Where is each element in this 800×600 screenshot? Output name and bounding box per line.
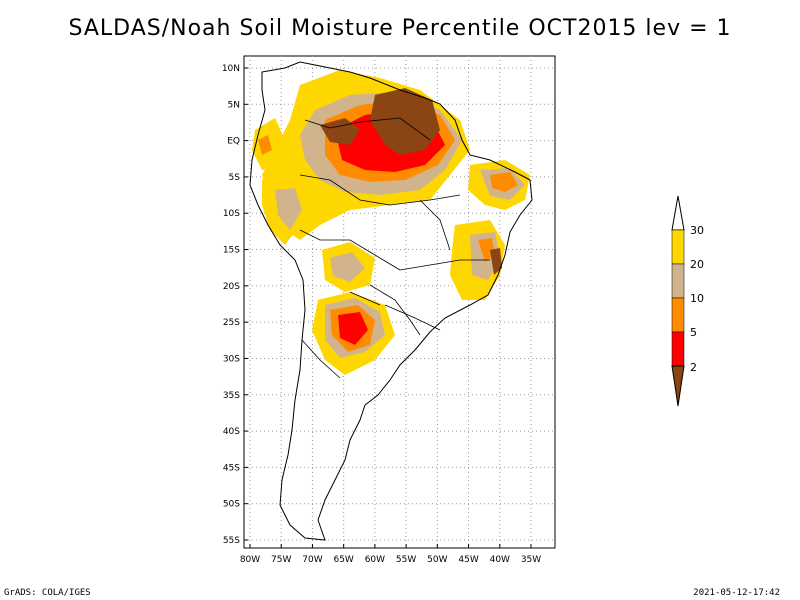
lon-label-40W: 40W bbox=[490, 555, 510, 565]
shade-brown-north-2 bbox=[320, 118, 360, 145]
footer-credit: GrADS: COLA/IGES bbox=[4, 588, 91, 598]
colorbar: 30 20 10 5 2 bbox=[671, 195, 704, 407]
lat-label-10S: 10S bbox=[223, 209, 240, 219]
colorbar-box-red bbox=[671, 331, 685, 367]
colorbar-label-2: 2 bbox=[690, 361, 697, 374]
shade-ne-orange bbox=[490, 172, 518, 192]
lon-label-45W: 45W bbox=[458, 555, 478, 565]
lon-label-55W: 55W bbox=[396, 555, 416, 565]
lat-label-10N: 10N bbox=[222, 64, 240, 74]
lon-label-80W: 80W bbox=[240, 555, 260, 565]
lon-label-65W: 65W bbox=[333, 555, 353, 565]
south-america-outline bbox=[249, 61, 533, 541]
chart-title: SALDAS/Noah Soil Moisture Percentile OCT… bbox=[68, 16, 732, 41]
longitude-labels: 80W 75W 70W 65W 60W 55W 50W 45W 40W 35W bbox=[240, 544, 541, 565]
shade-east-brown bbox=[490, 248, 502, 275]
colorbar-label-10: 10 bbox=[690, 292, 704, 305]
lat-label-5N: 5N bbox=[228, 100, 240, 110]
lat-label-5S: 5S bbox=[229, 173, 241, 183]
shade-bolivia-tan bbox=[330, 252, 365, 282]
lat-label-15S: 15S bbox=[223, 246, 240, 256]
colorbar-box-yellow bbox=[671, 229, 685, 265]
lat-label-45S: 45S bbox=[223, 463, 240, 473]
lat-label-50S: 50S bbox=[223, 500, 240, 510]
shade-east-orange bbox=[478, 238, 495, 262]
colorbar-box-tan bbox=[671, 263, 685, 299]
colorbar-top-triangle bbox=[671, 195, 685, 231]
footer-timestamp: 2021-05-12-17:42 bbox=[693, 588, 780, 598]
colorbar-label-20: 20 bbox=[690, 258, 704, 271]
latitude-labels: 10N 5N EQ 5S 10S 15S 20S 25S 30S 35S 40S 45S 50S 55S bbox=[222, 64, 248, 546]
lon-label-70W: 70W bbox=[302, 555, 322, 565]
lon-label-60W: 60W bbox=[365, 555, 385, 565]
country-borders bbox=[299, 117, 490, 379]
lat-label-30S: 30S bbox=[223, 354, 240, 364]
lat-label-20S: 20S bbox=[223, 282, 240, 292]
colorbar-box-orange bbox=[671, 297, 685, 333]
lat-label-55S: 55S bbox=[223, 536, 240, 546]
shading-layer bbox=[252, 70, 530, 375]
lat-label-40S: 40S bbox=[223, 427, 240, 437]
shade-nw-orange bbox=[258, 135, 272, 155]
shade-peru-tan bbox=[275, 188, 302, 230]
colorbar-label-30: 30 bbox=[690, 224, 704, 237]
lon-label-75W: 75W bbox=[271, 555, 291, 565]
lon-label-50W: 50W bbox=[427, 555, 447, 565]
colorbar-label-5: 5 bbox=[690, 326, 697, 339]
lat-label-25S: 25S bbox=[223, 318, 240, 328]
shade-sc-red bbox=[338, 312, 368, 345]
colorbar-bottom-triangle bbox=[671, 365, 685, 407]
lat-label-35S: 35S bbox=[223, 391, 240, 401]
lat-label-EQ: EQ bbox=[227, 137, 240, 147]
lon-label-35W: 35W bbox=[521, 555, 541, 565]
